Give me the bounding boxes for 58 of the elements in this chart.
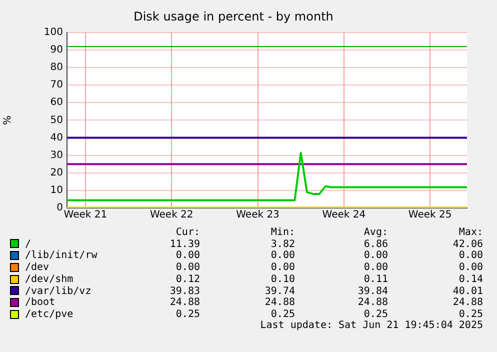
x-tick-label: Week 21 bbox=[64, 210, 108, 221]
x-tick-label: Week 25 bbox=[408, 210, 452, 221]
text: 0.25 bbox=[362, 308, 388, 320]
text: Cur: bbox=[174, 227, 200, 239]
x-tick-label: Week 24 bbox=[322, 210, 366, 221]
text: 0.00 bbox=[362, 262, 388, 274]
text: Last update: Sat Jun 21 19:45:04 2025 bbox=[260, 320, 483, 331]
text: 0.00 bbox=[174, 250, 200, 262]
text: 0.00 bbox=[458, 262, 483, 274]
text: 42.06 bbox=[452, 238, 483, 250]
x-tick-label: Week 22 bbox=[150, 210, 194, 221]
legend-label: /boot bbox=[25, 297, 56, 308]
x-tick-label: Week 23 bbox=[236, 210, 280, 221]
text: 24.88 bbox=[356, 297, 388, 309]
y-tick-label: 100 bbox=[44, 26, 63, 38]
y-tick-label: 80 bbox=[50, 62, 63, 74]
text: 0.25 bbox=[458, 308, 483, 320]
text: 24.88 bbox=[168, 297, 200, 309]
text: 24.88 bbox=[264, 297, 295, 309]
text: 3.82 bbox=[270, 238, 295, 250]
y-axis-title: % bbox=[2, 115, 14, 125]
text: 11.39 bbox=[168, 238, 200, 250]
y-tick-label: 0 bbox=[56, 202, 63, 214]
y-tick-label: 50 bbox=[50, 114, 63, 126]
text: Min: bbox=[270, 227, 295, 239]
legend-label: /dev bbox=[25, 262, 50, 274]
text: 0.00 bbox=[270, 262, 295, 274]
text: 0.00 bbox=[458, 250, 483, 262]
legend-label: /var/lib/vz bbox=[25, 286, 92, 297]
text: 0.12 bbox=[174, 274, 200, 286]
text: 39.83 bbox=[168, 286, 200, 298]
text: Avg: bbox=[362, 227, 388, 239]
text: 0.11 bbox=[362, 274, 388, 286]
text: 0.14 bbox=[458, 274, 483, 286]
text: 39.84 bbox=[356, 286, 388, 298]
text: 6.86 bbox=[362, 238, 388, 250]
text: 0.10 bbox=[270, 274, 295, 286]
legend-label: / bbox=[25, 238, 32, 250]
text: 24.88 bbox=[452, 297, 483, 309]
text: 39.74 bbox=[264, 286, 295, 298]
legend-label: /dev/shm bbox=[25, 274, 74, 285]
legend-label: /lib/init/rw bbox=[25, 250, 98, 262]
y-tick-label: 70 bbox=[50, 80, 63, 91]
y-tick-label: 60 bbox=[50, 97, 63, 108]
text: 0.25 bbox=[174, 308, 200, 321]
y-tick-label: 10 bbox=[50, 185, 63, 196]
legend-label: /etc/pve bbox=[25, 308, 74, 320]
chart-title: Disk usage in percent - by month bbox=[134, 9, 334, 24]
text: Max: bbox=[458, 227, 483, 239]
text: 0.00 bbox=[174, 262, 200, 274]
text: 0.00 bbox=[270, 250, 295, 262]
y-tick-label: 90 bbox=[50, 44, 63, 56]
text: 40.01 bbox=[452, 286, 483, 298]
text: 0.25 bbox=[270, 308, 295, 320]
text: 0.00 bbox=[362, 250, 388, 262]
y-tick-label: 30 bbox=[50, 150, 63, 161]
y-tick-label: 20 bbox=[50, 167, 63, 178]
y-tick-label: 40 bbox=[50, 132, 63, 144]
